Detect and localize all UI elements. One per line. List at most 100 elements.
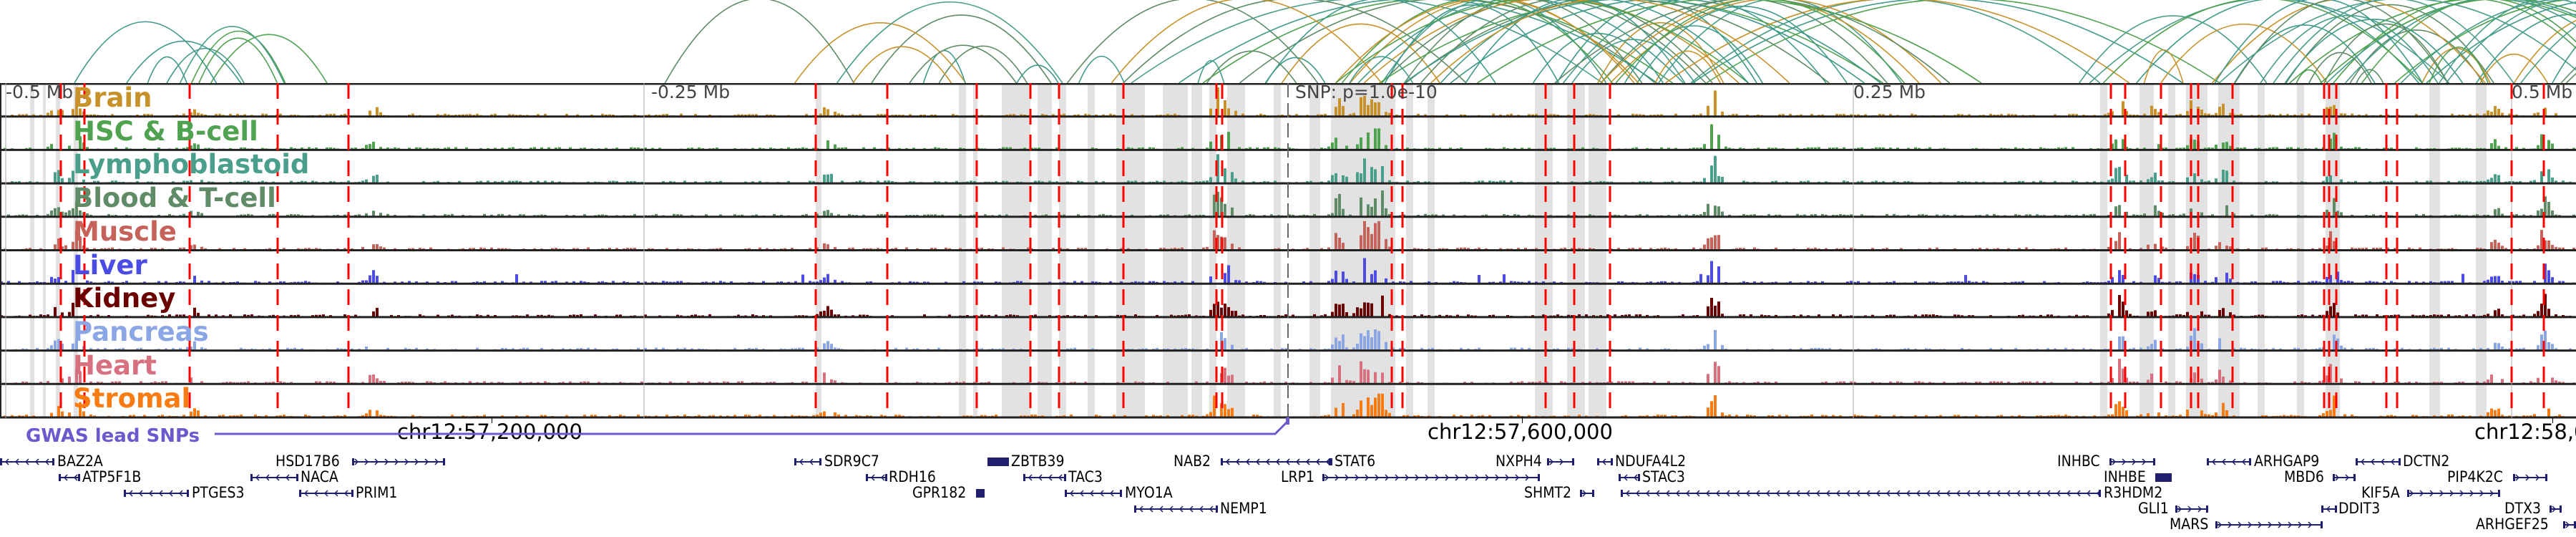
gene-model-mbd6[interactable]	[2333, 474, 2356, 481]
signal-bar	[2333, 395, 2336, 417]
gene-label[interactable]: GPR182	[912, 484, 967, 501]
signal-bar	[2186, 177, 2189, 184]
gene-model-gli1[interactable]	[2175, 505, 2208, 513]
gene-model-dctn2[interactable]	[2356, 458, 2401, 465]
gene-label[interactable]: SDR9C7	[824, 453, 879, 470]
signal-bar	[136, 348, 139, 351]
gene-label[interactable]: ARHGAP9	[2254, 453, 2320, 470]
gene-label[interactable]: TAC3	[1068, 468, 1103, 485]
signal-bar	[25, 415, 28, 417]
signal-bar	[2200, 410, 2203, 417]
gene-label[interactable]: STAT6	[1335, 453, 1376, 470]
gene-label[interactable]: RDH16	[889, 468, 936, 485]
gene-model-arhgap9[interactable]	[2207, 458, 2251, 465]
gene-label[interactable]: BAZ2A	[57, 453, 103, 470]
signal-bar	[2358, 381, 2361, 384]
signal-bar	[2436, 314, 2439, 317]
gwas-snp-marker[interactable]	[1286, 417, 1289, 425]
gene-label[interactable]: DCTN2	[2403, 453, 2450, 470]
gene-label[interactable]: LRP1	[1281, 468, 1315, 485]
gene-model-inhbc[interactable]	[2109, 458, 2155, 465]
gene-label[interactable]: PTGES3	[192, 484, 245, 501]
signal-bar	[801, 347, 804, 351]
signal-bar	[107, 214, 110, 217]
gene-label[interactable]: KIF5A	[2361, 484, 2400, 501]
gene-label[interactable]: MYO1A	[1125, 484, 1173, 501]
signal-bar	[1882, 181, 1885, 184]
gene-label[interactable]: GLI1	[2138, 500, 2169, 517]
gene-model-stat6[interactable]	[1221, 458, 1332, 465]
gene-label[interactable]: NAB2	[1174, 453, 1211, 470]
gene-model-prim1[interactable]	[299, 490, 353, 497]
gene-label[interactable]: DTX3	[2504, 500, 2542, 517]
signal-bar	[1309, 180, 1312, 184]
signal-bar	[823, 107, 826, 117]
signal-bar	[190, 411, 192, 417]
gene-model-baz2a[interactable]	[0, 458, 54, 465]
signal-bar	[347, 381, 350, 384]
signal-bar	[304, 281, 307, 284]
gene-model-myo1a[interactable]	[1065, 490, 1122, 497]
signal-bar	[1606, 382, 1609, 384]
gene-label[interactable]: PIP4K2C	[2447, 468, 2504, 485]
gene-label[interactable]: MBD6	[2284, 468, 2324, 485]
signal-bar	[816, 213, 819, 217]
gene-model-r3hdm2[interactable]	[1621, 490, 2101, 497]
gene-model-sdr9c7[interactable]	[794, 458, 821, 465]
gene-model-ptges3[interactable]	[124, 490, 189, 497]
gene-model-gpr182[interactable]	[976, 489, 985, 498]
chromatin-loop-arc	[1477, 0, 1982, 84]
gene-label[interactable]: ATP5F1B	[82, 468, 142, 485]
gene-model-arhgef25[interactable]	[2563, 521, 2576, 528]
gene-label[interactable]: NDUFA4L2	[1615, 453, 1687, 470]
gene-label[interactable]: PRIM1	[356, 484, 398, 501]
gene-label[interactable]: MARS	[2170, 516, 2209, 533]
gene-model-rdh16[interactable]	[866, 474, 887, 481]
gene-model-shmt2[interactable]	[1580, 490, 1594, 497]
gene-model-ndufa4l2[interactable]	[1597, 458, 1613, 465]
gene-label[interactable]: ARHGEF25	[2476, 516, 2549, 533]
gene-model-nxph4[interactable]	[1547, 458, 1574, 465]
gene-model-zbtb39[interactable]	[987, 458, 1009, 466]
gene-label[interactable]: NACA	[301, 468, 338, 485]
signal-bar	[2540, 230, 2543, 251]
gene-model-tac3[interactable]	[1023, 474, 1066, 481]
gene-model-nemp1[interactable]	[1134, 505, 1218, 513]
gene-model-naca[interactable]	[250, 474, 298, 481]
signal-bar	[501, 147, 504, 150]
gene-label[interactable]: ZBTB39	[1011, 453, 1065, 470]
signal-bar	[376, 307, 379, 317]
gene-model-lrp1[interactable]	[1322, 474, 1540, 481]
gene-label[interactable]: R3HDM2	[2104, 484, 2163, 501]
signal-bar	[494, 281, 497, 284]
signal-bar	[2311, 314, 2314, 317]
gene-label[interactable]: NXPH4	[1496, 453, 1542, 470]
gene-model-kif5a[interactable]	[2407, 490, 2500, 497]
gene-label[interactable]: SHMT2	[1524, 484, 1572, 501]
signal-bar	[2572, 214, 2575, 217]
gene-model-dtx3[interactable]	[2550, 505, 2562, 513]
gene-model-stac3[interactable]	[1619, 474, 1640, 481]
signal-bar	[884, 180, 887, 184]
signal-bar	[376, 175, 379, 184]
gene-label[interactable]: DDIT3	[2338, 500, 2381, 517]
gene-label[interactable]: NEMP1	[1220, 500, 1267, 517]
gene-label[interactable]: INHBC	[2057, 453, 2100, 470]
gene-model-pip4k2c[interactable]	[2513, 474, 2547, 481]
signal-bar	[2544, 196, 2547, 217]
signal-bar	[2544, 263, 2547, 284]
gene-model-hsd17b6[interactable]	[352, 458, 445, 465]
signal-bar	[2318, 380, 2321, 384]
chromatin-loop-arc	[2421, 47, 2491, 84]
gene-label[interactable]: INHBE	[2104, 468, 2146, 485]
gene-label[interactable]: STAC3	[1642, 468, 1685, 485]
gene-model-ddit3[interactable]	[2321, 505, 2337, 513]
gene-model-mars[interactable]	[2215, 521, 2323, 528]
signal-bar	[404, 347, 407, 351]
gene-model-inhbe[interactable]	[2155, 473, 2172, 482]
gene-model-atp5f1b[interactable]	[59, 474, 80, 481]
gene-label[interactable]: HSD17B6	[275, 453, 340, 470]
signal-bar	[576, 348, 579, 351]
signal-bar	[50, 412, 53, 417]
signal-bar	[980, 247, 983, 251]
